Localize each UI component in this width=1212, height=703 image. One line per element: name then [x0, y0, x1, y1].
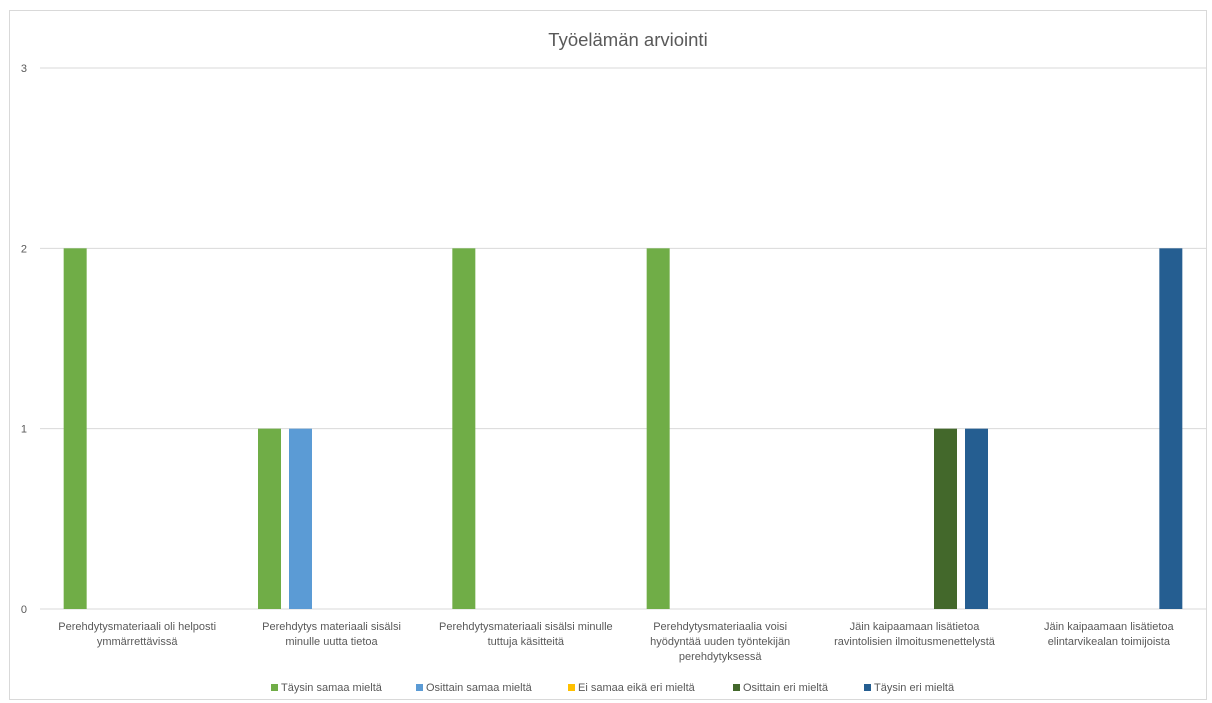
bar	[934, 428, 957, 609]
bar	[965, 428, 988, 609]
x-category-label: Perehdytysmateriaali oli helposti ymmärre…	[58, 621, 216, 648]
legend-swatch	[864, 684, 871, 691]
y-tick-label: 3	[21, 63, 27, 75]
legend-label: Täysin eri mieltä	[874, 682, 955, 694]
x-category-label: Jäin kaipaamaan lisätietoa ravintolisien …	[834, 621, 996, 648]
x-category-label: Perehdytysmateriaali sisälsi minulle tutt…	[439, 621, 613, 648]
legend-label: Osittain samaa mieltä	[426, 682, 533, 694]
legend-swatch	[271, 684, 278, 691]
bar	[258, 428, 281, 609]
chart-title: Työelämän arviointi	[548, 29, 707, 50]
bar	[1159, 248, 1183, 610]
x-axis-categories: Perehdytysmateriaali oli helposti ymmärre…	[58, 621, 1174, 663]
legend-swatch	[733, 684, 740, 691]
x-category-label: Perehdytys materiaali sisälsi minulle uut…	[262, 621, 401, 648]
bar	[63, 248, 87, 610]
bars	[63, 248, 1183, 610]
bar	[289, 428, 312, 609]
x-category-label: Jäin kaipaamaan lisätietoa elintarvikeala…	[1044, 621, 1175, 648]
legend: Täysin samaa mieltä Osittain samaa mieltä…	[271, 682, 955, 694]
legend-swatch	[416, 684, 423, 691]
chart-container	[9, 10, 1207, 700]
legend-label: Ei samaa eikä eri mieltä	[578, 682, 696, 694]
y-tick-label: 0	[21, 604, 27, 616]
legend-label: Osittain eri mieltä	[743, 682, 829, 694]
y-axis-ticks: 0 1 2 3	[21, 63, 27, 616]
bar	[646, 248, 670, 610]
y-tick-label: 2	[21, 243, 27, 255]
legend-label: Täysin samaa mieltä	[281, 682, 383, 694]
legend-swatch	[568, 684, 575, 691]
gridlines	[40, 67, 1206, 610]
bar	[452, 248, 476, 610]
y-tick-label: 1	[21, 424, 27, 436]
x-category-label: Perehdytysmateriaalia voisi hyödyntää uud…	[650, 621, 790, 663]
